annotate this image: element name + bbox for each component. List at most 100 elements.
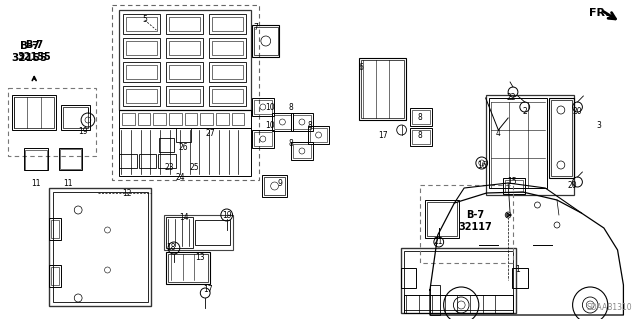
Text: 3: 3 [596, 121, 602, 130]
Bar [49, 265, 61, 287]
Text: 10: 10 [265, 121, 275, 130]
Text: 26: 26 [179, 144, 189, 152]
Text: 8: 8 [418, 130, 422, 139]
Text: 20: 20 [573, 108, 582, 116]
Bar [410, 108, 432, 126]
Bar [195, 220, 230, 245]
Bar [164, 215, 232, 250]
Bar [209, 62, 246, 82]
Bar [271, 113, 293, 131]
Bar [212, 17, 243, 31]
Bar [169, 65, 200, 79]
Text: 5: 5 [142, 16, 147, 25]
Bar [169, 113, 182, 125]
Bar [166, 252, 210, 284]
Bar [425, 200, 460, 238]
Bar [401, 248, 516, 313]
Text: 15: 15 [508, 177, 517, 187]
Bar [26, 150, 47, 170]
Bar [166, 62, 204, 82]
Bar [119, 154, 137, 168]
Bar [232, 113, 244, 125]
Bar [410, 128, 432, 146]
Bar [166, 38, 204, 58]
Bar [123, 62, 160, 82]
Bar [293, 115, 311, 129]
Text: 32155: 32155 [17, 52, 51, 62]
Text: FR.: FR. [589, 8, 610, 18]
Text: 20: 20 [568, 181, 577, 189]
Bar [486, 95, 573, 195]
Text: 2: 2 [522, 108, 527, 116]
Bar [61, 105, 90, 130]
Bar [126, 65, 157, 79]
Text: 16: 16 [477, 160, 486, 169]
Bar [123, 14, 160, 34]
Bar [310, 128, 327, 142]
Bar [166, 217, 193, 248]
Bar [60, 149, 81, 169]
Text: 10: 10 [265, 103, 275, 113]
Bar [209, 86, 246, 106]
Bar [252, 98, 274, 116]
Bar [360, 60, 404, 118]
Bar [216, 113, 228, 125]
Text: 17: 17 [204, 286, 213, 294]
Bar [159, 138, 174, 152]
Bar [252, 130, 274, 148]
Text: 23: 23 [164, 164, 174, 173]
Text: 9: 9 [277, 179, 282, 188]
Bar [274, 115, 291, 129]
Text: B-7: B-7 [466, 210, 484, 220]
Bar [254, 132, 271, 146]
Bar [401, 268, 416, 288]
Text: 13: 13 [195, 254, 205, 263]
Bar [166, 14, 204, 34]
Bar [505, 180, 523, 192]
Bar [126, 41, 157, 55]
Text: 14: 14 [179, 213, 189, 222]
Text: 19: 19 [78, 128, 88, 137]
Text: B-7
32155: B-7 32155 [11, 41, 47, 63]
Bar [512, 268, 527, 288]
Bar [420, 185, 513, 263]
Bar [24, 148, 48, 170]
Text: 11: 11 [31, 179, 41, 188]
Bar [412, 110, 430, 124]
Text: 6: 6 [358, 63, 363, 72]
Text: 12: 12 [122, 189, 132, 197]
Bar [212, 65, 243, 79]
Text: 8: 8 [418, 114, 422, 122]
Bar [51, 267, 59, 285]
Bar [52, 192, 148, 302]
Bar [49, 188, 152, 306]
Bar [252, 25, 280, 57]
Bar [158, 154, 176, 168]
Bar [113, 5, 259, 180]
Bar [291, 113, 313, 131]
Bar [430, 285, 440, 315]
Bar [551, 100, 572, 176]
Bar [200, 113, 213, 125]
Bar [63, 107, 88, 128]
Bar [51, 220, 59, 238]
Bar [254, 27, 278, 55]
Text: 22: 22 [506, 93, 516, 101]
Bar [119, 10, 251, 110]
Bar [139, 154, 156, 168]
Text: 25: 25 [189, 164, 199, 173]
Bar [166, 86, 204, 106]
Text: SDAAB1310: SDAAB1310 [586, 303, 632, 313]
Circle shape [505, 212, 511, 218]
Bar [49, 218, 61, 240]
Text: 17: 17 [378, 130, 388, 139]
Text: 19: 19 [222, 211, 232, 219]
Bar [262, 175, 287, 197]
Bar [549, 98, 573, 178]
Circle shape [534, 202, 540, 208]
Bar [168, 254, 208, 282]
Text: 8: 8 [289, 103, 294, 113]
Text: 24: 24 [176, 174, 186, 182]
Bar [185, 113, 197, 125]
Bar [119, 110, 251, 128]
